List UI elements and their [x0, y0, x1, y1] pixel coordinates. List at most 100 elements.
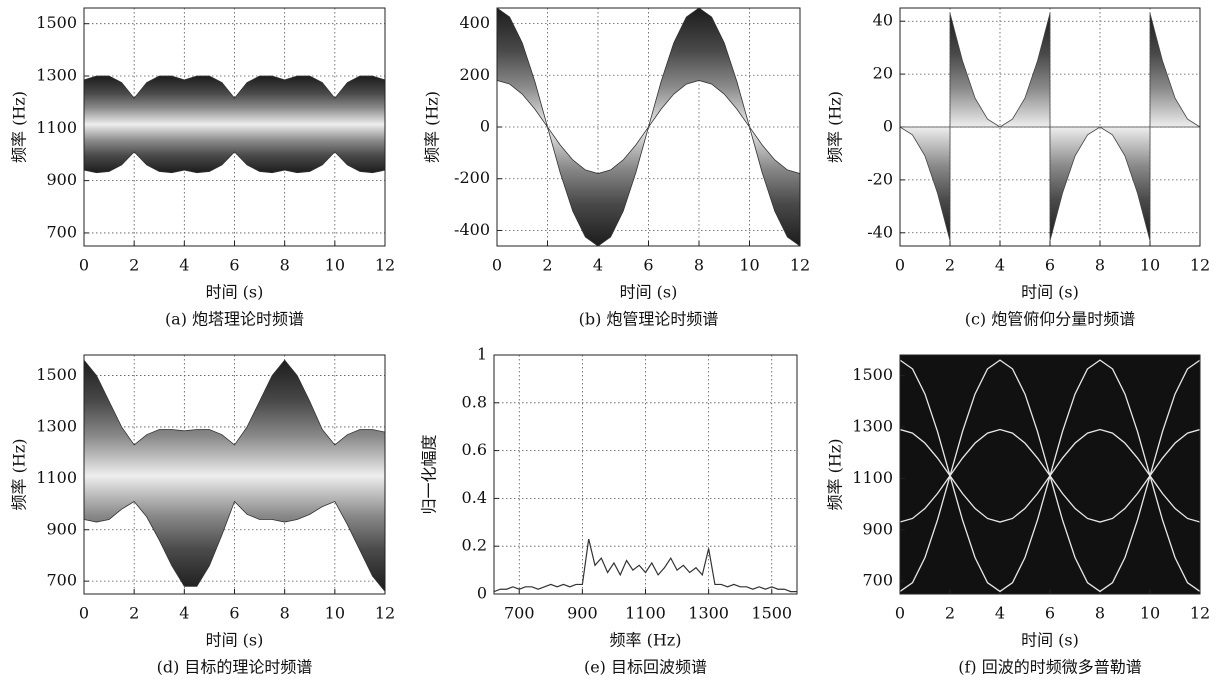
x-tick-label: 8 [1095, 604, 1105, 623]
x-tick-label: 2 [542, 256, 552, 275]
caption: (f) 回波的时频微多普勒谱 [958, 658, 1142, 677]
pitch-spectrum [900, 13, 1200, 241]
x-tick-label: 1500 [751, 604, 792, 623]
x-axis-label: 时间 (s) [206, 631, 264, 650]
plot-frame [899, 7, 1201, 247]
y-tick-label: 900 [862, 519, 893, 538]
band-upper-edge [84, 359, 385, 446]
plot-frame [496, 7, 801, 247]
y-axis-label: 频率 (Hz) [10, 439, 29, 511]
plot-marks [84, 359, 385, 592]
y-tick-label: 1300 [36, 416, 77, 435]
x-tick-label: 12 [1190, 604, 1210, 623]
x-tick-label: 700 [504, 604, 535, 623]
y-tick-label: 0.6 [462, 440, 487, 459]
x-tick-label: 6 [1045, 256, 1055, 275]
x-tick-label: 10 [1140, 604, 1160, 623]
y-tick-label: 1500 [852, 365, 893, 384]
x-tick-label: 6 [643, 256, 653, 275]
spectrum-band [84, 76, 385, 173]
y-tick-label: -200 [454, 168, 490, 187]
y-tick-label: 1500 [36, 365, 77, 384]
y-tick-label: 0.2 [462, 536, 487, 555]
x-tick-label: 2 [129, 604, 139, 623]
plot-marks [497, 8, 800, 246]
y-axis-label: 频率 (Hz) [826, 439, 845, 511]
x-tick-label: 10 [739, 256, 759, 275]
x-tick-label: 8 [694, 256, 704, 275]
spectrum-band [497, 8, 800, 246]
x-tick-label: 4 [179, 256, 189, 275]
y-tick-label: 900 [46, 170, 77, 189]
x-tick-label: 4 [593, 256, 603, 275]
x-axis-label: 时间 (s) [206, 283, 264, 302]
doppler-curve [900, 359, 1200, 593]
y-tick-label: 1300 [36, 66, 77, 85]
y-tick-label: 0.4 [462, 488, 487, 507]
panel: 700 900 1100 1300 1500 0 2 4 6 8 10 12 时间 (s) 频率 (Hz)… [10, 7, 395, 329]
x-tick-label: 4 [995, 256, 1005, 275]
plot-marks [494, 538, 797, 593]
caption: (b) 炮管理论时频谱 [579, 310, 719, 329]
panel: -40 -20 0 20 40 0 2 4 6 8 10 12 时间 (s) 频率 (Hz) (c) 炮管俯… [826, 7, 1210, 329]
x-axis-label: 时间 (s) [1021, 631, 1079, 650]
y-tick-label: -400 [454, 220, 490, 239]
y-tick-label: 40 [873, 11, 893, 30]
band-lower-edge [84, 151, 385, 174]
plot-marks [84, 75, 385, 174]
plot-frame [83, 354, 386, 595]
x-tick-label: 0 [79, 256, 89, 275]
x-tick-label: 1100 [625, 604, 666, 623]
y-tick-label: 200 [459, 65, 490, 84]
x-tick-label: 0 [79, 604, 89, 623]
x-tick-label: 0 [492, 256, 502, 275]
y-tick-label: 700 [862, 571, 893, 590]
plot-background [494, 355, 797, 594]
x-tick-label: 4 [995, 604, 1005, 623]
y-tick-label: 1500 [36, 13, 77, 32]
x-tick-label: 2 [945, 604, 955, 623]
y-tick-label: 0 [883, 117, 893, 136]
y-axis-label: 归一化幅度 [420, 434, 439, 514]
panel: 0 0.2 0.4 0.6 0.8 1 700 900 1100 1300 1500 频率 (Hz) 归… [420, 345, 798, 677]
y-tick-label: 1300 [852, 416, 893, 435]
y-axis-label: 频率 (Hz) [423, 91, 442, 163]
y-tick-label: 0 [477, 584, 487, 603]
caption: (a) 炮塔理论时频谱 [165, 310, 304, 329]
x-tick-label: 6 [229, 604, 239, 623]
y-axis-label: 频率 (Hz) [10, 91, 29, 163]
spectrum-band [84, 360, 385, 592]
y-tick-label: 0 [480, 117, 490, 136]
x-tick-label: 0 [895, 256, 905, 275]
caption: (e) 目标回波频谱 [584, 658, 707, 677]
x-tick-label: 10 [325, 256, 345, 275]
band-lower-edge [84, 500, 385, 592]
x-tick-label: 900 [567, 604, 598, 623]
x-tick-label: 0 [895, 604, 905, 623]
band-upper-edge [84, 75, 385, 99]
y-axis-label: 频率 (Hz) [826, 91, 845, 163]
panel: 700 900 1100 1300 1500 0 2 4 6 8 10 12 时间 (s) 频率 (Hz)… [826, 354, 1210, 677]
x-tick-label: 12 [375, 604, 395, 623]
x-tick-label: 1300 [688, 604, 729, 623]
y-tick-label: -40 [867, 222, 893, 241]
x-tick-label: 4 [179, 604, 189, 623]
y-tick-label: 20 [873, 64, 893, 83]
plot-frame [83, 7, 386, 247]
y-tick-label: 400 [459, 13, 490, 32]
caption: (d) 目标的理论时频谱 [157, 658, 313, 677]
band-lower-edge [497, 80, 800, 246]
x-tick-label: 2 [945, 256, 955, 275]
plot-frame [899, 354, 1201, 595]
x-tick-label: 6 [1045, 604, 1055, 623]
x-tick-label: 12 [375, 256, 395, 275]
plot-frame [493, 354, 798, 595]
x-tick-label: 2 [129, 256, 139, 275]
panel: 700 900 1100 1300 1500 0 2 4 6 8 10 12 时间 (s) 频率 (Hz)… [10, 354, 395, 677]
caption: (c) 炮管俯仰分量时频谱 [965, 310, 1136, 329]
x-tick-label: 10 [325, 604, 345, 623]
y-tick-label: 700 [46, 222, 77, 241]
x-axis-label: 时间 (s) [620, 283, 678, 302]
y-tick-label: 900 [46, 519, 77, 538]
